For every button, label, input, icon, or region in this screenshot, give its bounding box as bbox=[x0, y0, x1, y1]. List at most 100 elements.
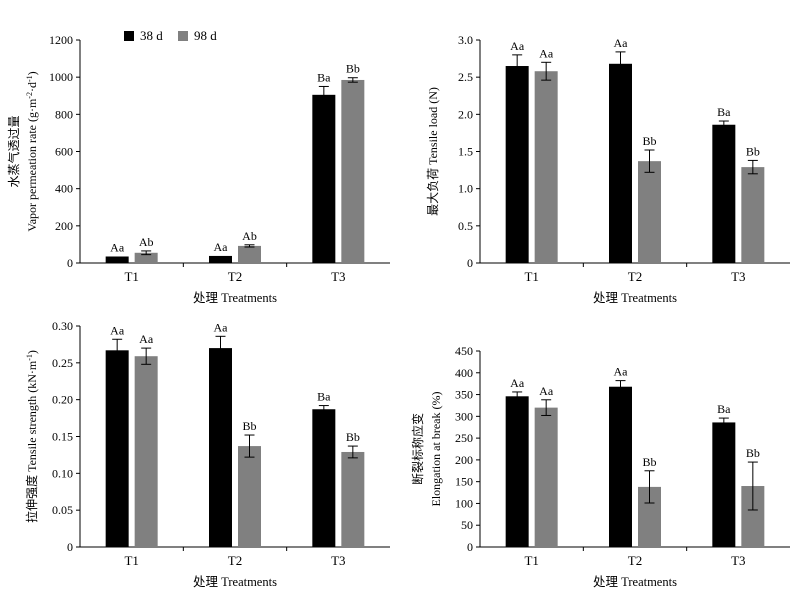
bar-98d-T1 bbox=[534, 71, 558, 263]
y-axis-label-part: -2 bbox=[25, 92, 34, 99]
y-tick-label: 350 bbox=[455, 388, 473, 402]
y-tick-label: 150 bbox=[455, 475, 473, 489]
bar-38d-T1 bbox=[105, 256, 129, 263]
bar-38d-T3 bbox=[312, 94, 336, 263]
chart-panel-3: 0 0.05 0.10 0.15 0.20 0.25 0.30 T1 T2 T3 Aa Aa Ba Aa B… bbox=[24, 319, 390, 589]
bar-98d-T3 bbox=[741, 486, 765, 547]
bar-98d-T3 bbox=[741, 167, 765, 263]
y-tick-label: 450 bbox=[455, 344, 473, 358]
y-tick-label: 3.0 bbox=[458, 33, 473, 47]
chart-panel-4: 0 50 100 150 200 250 300 350 400 450 T1 T2 T3 Aa Aa Ba A… bbox=[410, 344, 790, 589]
bar-38d-T2 bbox=[209, 348, 232, 547]
y-tick-label: 400 bbox=[455, 366, 473, 380]
y-tick-label: 0.05 bbox=[52, 503, 73, 517]
data-label: Bb bbox=[746, 446, 760, 460]
y-axis-label-part: -1 bbox=[25, 354, 34, 361]
y-axis-label-part: ) bbox=[25, 71, 39, 75]
y-axis-label-part: 水蒸气透过量 bbox=[6, 115, 21, 187]
bar-38d-T2 bbox=[609, 386, 632, 547]
x-tick-label: T2 bbox=[228, 269, 242, 284]
bar-98d-T2 bbox=[238, 245, 261, 263]
data-label: Aa bbox=[510, 39, 525, 53]
data-label: Bb bbox=[746, 144, 760, 158]
bar-98d-T2 bbox=[238, 446, 261, 547]
x-axis-label: 处理 Treatments bbox=[593, 575, 677, 589]
y-tick-label: 0.5 bbox=[458, 219, 473, 233]
y-tick-label: 100 bbox=[455, 496, 473, 510]
y-tick-label: 0 bbox=[67, 540, 73, 554]
bar-38d-T1 bbox=[505, 66, 529, 264]
data-label: Bb bbox=[346, 430, 360, 444]
legend-swatch-38d bbox=[124, 31, 134, 41]
y-axis-label: 最大负荷 Tensile load (N) bbox=[426, 87, 440, 216]
y-tick-label: 0.15 bbox=[52, 430, 73, 444]
y-tick-label: 0.30 bbox=[52, 319, 73, 333]
data-label: Aa bbox=[110, 240, 125, 254]
legend-label-98d: 98 d bbox=[194, 28, 217, 43]
data-label: Bb bbox=[346, 62, 360, 76]
x-tick-label: T3 bbox=[731, 269, 745, 284]
y-tick-label: 600 bbox=[55, 145, 73, 159]
bar-38d-T3 bbox=[712, 124, 736, 264]
y-axis-label-part: Elongation at break (%) bbox=[429, 392, 443, 507]
data-label: Ba bbox=[317, 70, 331, 84]
x-tick-label: T2 bbox=[228, 553, 242, 568]
data-label: Ba bbox=[317, 390, 331, 404]
y-axis-label-part: -1 bbox=[25, 75, 34, 82]
y-axis-label-part: 拉伸强度 Tensile strength (kN·m bbox=[24, 360, 39, 523]
bar-98d-T1 bbox=[134, 252, 158, 263]
data-label: Aa bbox=[214, 320, 229, 334]
x-axis-label: 处理 Treatments bbox=[193, 291, 277, 305]
y-tick-label: 400 bbox=[55, 182, 73, 196]
x-tick-label: T1 bbox=[124, 553, 138, 568]
y-tick-label: 300 bbox=[455, 409, 473, 423]
y-tick-label: 0.10 bbox=[52, 466, 73, 480]
y-tick-label: 1.5 bbox=[458, 145, 473, 159]
y-tick-label: 0 bbox=[467, 256, 473, 270]
chart-panel-2: 0 0.5 1.0 1.5 2.0 2.5 3.0 T1 T2 T3 Aa Aa Ba Aa Bb Bb 处理 … bbox=[426, 33, 790, 305]
x-tick-label: T3 bbox=[331, 553, 345, 568]
y-tick-label: 1.0 bbox=[458, 182, 473, 196]
y-axis-label-zh: 断裂标称应变 bbox=[410, 413, 425, 485]
data-label: Ba bbox=[717, 402, 731, 416]
bar-38d-T3 bbox=[312, 409, 336, 547]
data-label: Bb bbox=[242, 419, 256, 433]
y-tick-label: 1000 bbox=[49, 70, 73, 84]
bar-38d-T3 bbox=[712, 422, 736, 547]
bar-98d-T2 bbox=[638, 486, 661, 547]
y-axis-label-part: ) bbox=[25, 350, 39, 354]
bar-98d-T1 bbox=[134, 356, 158, 547]
y-tick-label: 250 bbox=[455, 431, 473, 445]
y-axis-label-part: Vapor permeation rate (g·m bbox=[25, 98, 39, 232]
y-tick-label: 800 bbox=[55, 107, 73, 121]
y-tick-label: 2.0 bbox=[458, 107, 473, 121]
bar-98d-T3 bbox=[341, 451, 365, 547]
y-axis-label-zh: 水蒸气透过量 bbox=[6, 115, 21, 187]
data-label: Aa bbox=[110, 323, 125, 337]
x-tick-label: T3 bbox=[731, 553, 745, 568]
x-axis-label: 处理 Treatments bbox=[193, 575, 277, 589]
data-label: Bb bbox=[642, 134, 656, 148]
data-label: Aa bbox=[539, 384, 554, 398]
legend-label-38d: 38 d bbox=[140, 28, 163, 43]
bar-38d-T1 bbox=[505, 396, 529, 547]
bar-38d-T1 bbox=[105, 350, 129, 547]
bar-98d-T1 bbox=[534, 407, 558, 547]
y-axis-label-en: Elongation at break (%) bbox=[429, 392, 443, 507]
y-tick-label: 200 bbox=[455, 453, 473, 467]
data-label: Aa bbox=[510, 376, 525, 390]
data-label: Aa bbox=[614, 36, 629, 50]
y-tick-label: 0.20 bbox=[52, 393, 73, 407]
x-tick-label: T2 bbox=[628, 269, 642, 284]
y-axis-label-en: Vapor permeation rate (g·m-2·d-1) bbox=[25, 71, 40, 231]
bar-38d-T2 bbox=[209, 255, 232, 263]
y-axis-label-part: 断裂标称应变 bbox=[410, 413, 425, 485]
x-tick-label: T2 bbox=[628, 553, 642, 568]
legend: 38 d 98 d bbox=[124, 28, 217, 43]
bar-98d-T2 bbox=[638, 161, 661, 263]
bar-98d-T3 bbox=[341, 79, 365, 264]
data-label: Ba bbox=[717, 105, 731, 119]
y-tick-label: 2.5 bbox=[458, 70, 473, 84]
data-label: Aa bbox=[214, 240, 229, 254]
